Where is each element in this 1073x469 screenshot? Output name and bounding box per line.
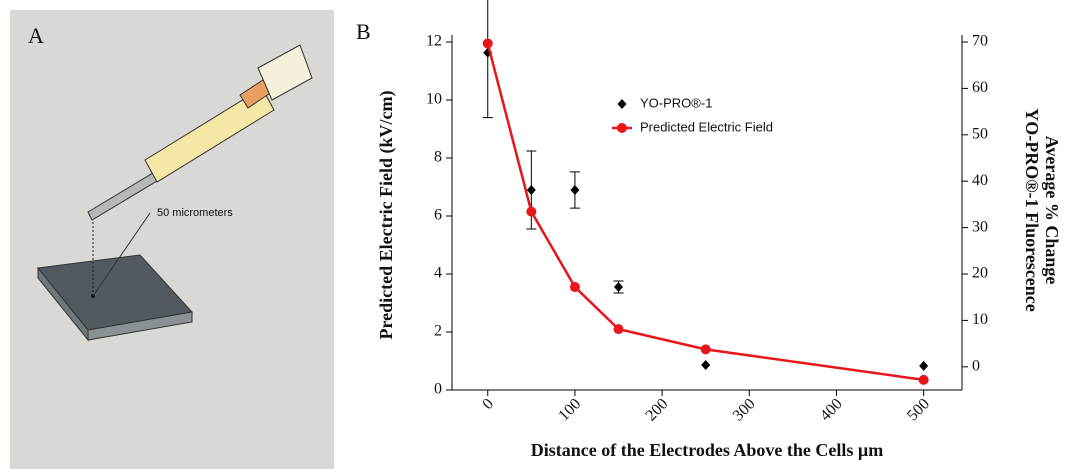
panel-label: B — [356, 19, 371, 44]
electrode-body — [144, 87, 275, 183]
dish-front — [87, 311, 193, 341]
y2-tick-label: 10 — [972, 311, 988, 328]
connector-head — [257, 44, 313, 101]
y-tick-label: 6 — [434, 207, 442, 224]
callout-line — [92, 212, 151, 297]
y2-tick-label: 0 — [972, 357, 980, 374]
series-line — [486, 43, 924, 382]
y2-tick-label: 40 — [972, 172, 988, 189]
x-tick-label: 400 — [817, 395, 846, 424]
point — [569, 282, 580, 293]
x-axis-title: Distance of the Electrodes Above the Cel… — [531, 440, 884, 460]
x-tick-label: 100 — [555, 395, 584, 424]
y-tick-label: 12 — [426, 33, 442, 50]
point — [526, 185, 536, 196]
point — [482, 38, 493, 49]
point — [701, 359, 711, 370]
y2-axis-title: Average % Change — [1042, 136, 1062, 285]
y-tick-label: 2 — [434, 323, 442, 340]
y-tick-label: 10 — [426, 91, 442, 108]
y2-tick-label: 50 — [972, 125, 988, 142]
point — [613, 324, 624, 335]
point — [570, 185, 580, 196]
illustration: 50 micrometers — [37, 44, 313, 342]
y-tick-label: 8 — [434, 149, 442, 166]
y2-tick-label: 30 — [972, 218, 988, 235]
point — [918, 374, 929, 385]
x-tick-label: 200 — [643, 395, 672, 424]
y2-tick-label: 60 — [972, 79, 988, 96]
point — [526, 206, 537, 217]
legend-marker — [617, 123, 627, 133]
x-tick-label: 300 — [730, 395, 759, 424]
y2-axis-title: YO-PRO®-1 Fluorescence — [1022, 108, 1042, 312]
x-tick-label: 500 — [904, 395, 933, 424]
point — [700, 344, 711, 355]
callout-label: 50 micrometers — [157, 207, 233, 219]
legend-label: Predicted Electric Field — [640, 119, 773, 134]
y-tick-label: 0 — [434, 381, 442, 398]
point — [614, 281, 624, 292]
panel-label: A — [28, 23, 44, 48]
y2-tick-label: 70 — [972, 33, 988, 50]
legend-label: YO-PRO®-1 — [640, 95, 712, 110]
x-tick-label: 0 — [479, 395, 497, 413]
y-tick-label: 4 — [434, 265, 442, 282]
y2-tick-label: 20 — [972, 265, 988, 282]
point — [919, 360, 929, 371]
y-axis-title: Predicted Electric Field (kV/cm) — [376, 90, 397, 339]
legend-marker — [617, 99, 627, 109]
